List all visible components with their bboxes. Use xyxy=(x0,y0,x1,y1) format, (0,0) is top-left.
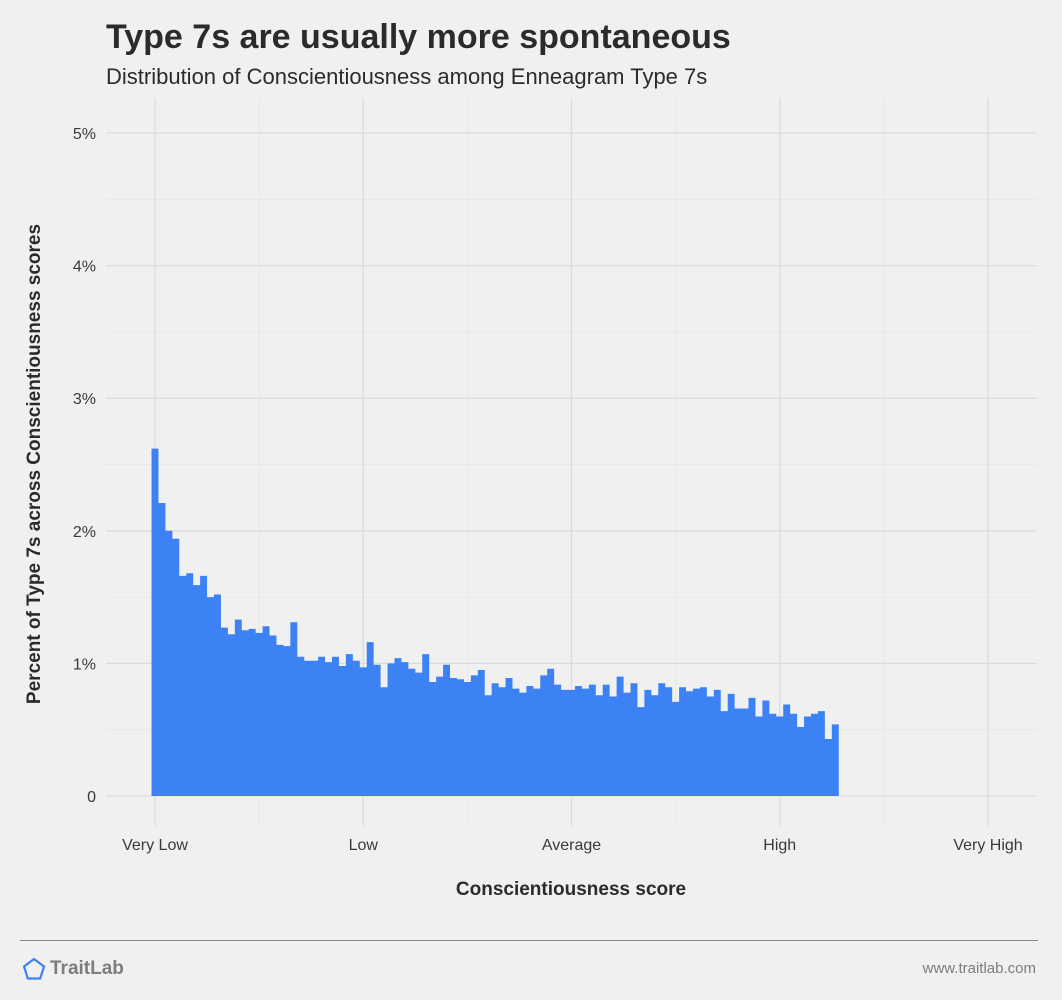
x-axis-tick-labels: Very Low Low Average High Very High xyxy=(122,837,1023,854)
y-tick-label: 1% xyxy=(73,656,96,673)
y-axis-tick-labels: 0 1% 2% 3% 4% 5% xyxy=(73,126,96,806)
histogram-bars xyxy=(151,448,839,796)
chart-title: Type 7s are usually more spontaneous xyxy=(106,18,731,56)
histogram-chart: 0 1% 2% 3% 4% 5% Very Low Low Average High Very H… xyxy=(24,98,1037,900)
traitlab-brand[interactable]: TraitLab xyxy=(22,956,124,982)
x-tick-label: Very Low xyxy=(122,837,188,854)
y-tick-label: 2% xyxy=(73,524,96,541)
y-tick-label: 4% xyxy=(73,259,96,276)
y-tick-label: 5% xyxy=(73,126,96,143)
x-tick-label: Very High xyxy=(953,837,1022,854)
y-tick-label: 0 xyxy=(87,789,96,806)
brand-name: TraitLab xyxy=(50,958,124,979)
footer-divider xyxy=(20,940,1038,941)
y-axis-label: Percent of Type 7s across Conscientiousn… xyxy=(24,224,45,704)
chart-subtitle: Distribution of Conscientiousness among … xyxy=(106,64,708,89)
pentagon-logo-icon xyxy=(22,957,46,981)
x-tick-label: Average xyxy=(542,837,601,854)
x-tick-label: High xyxy=(763,837,796,854)
site-url-link[interactable]: www.traitlab.com xyxy=(922,960,1036,977)
y-tick-label: 3% xyxy=(73,391,96,408)
x-axis-label: Conscientiousness score xyxy=(456,879,686,900)
x-tick-label: Low xyxy=(349,837,379,854)
